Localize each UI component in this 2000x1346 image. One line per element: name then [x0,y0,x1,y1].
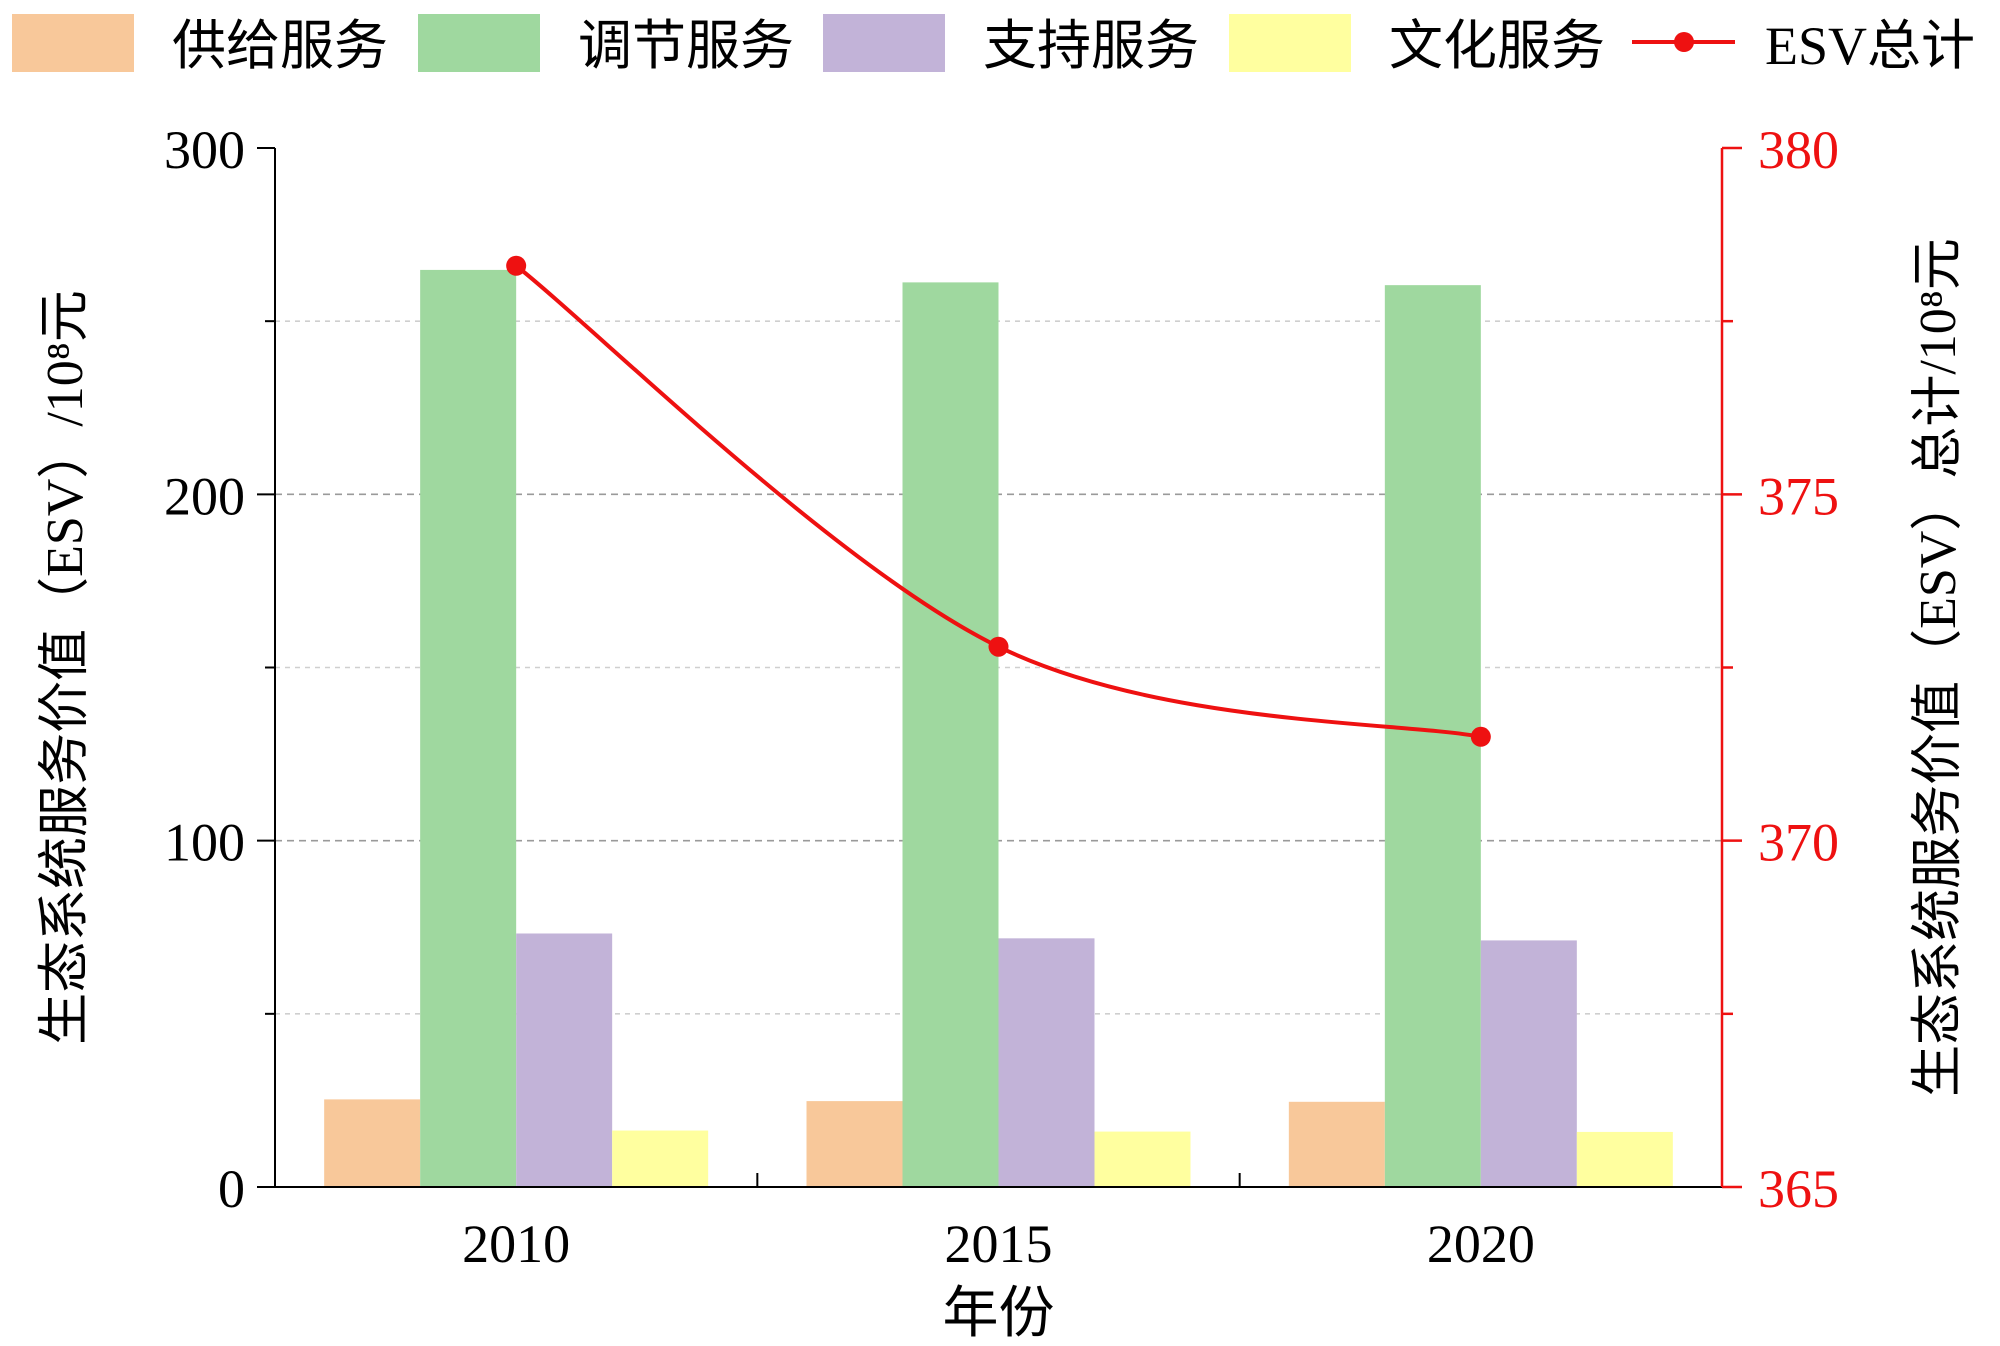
legend-label-文化服务: 文化服务 [1389,16,1605,76]
bar-2020-文化服务 [1576,1131,1673,1187]
axis-labels: 0 100 200 300 365 370 375 380 2010 2015 2020 年份 生态系统… [37,120,1967,1345]
bar-2015-文化服务 [1094,1131,1191,1187]
esv-total-point-2020 [1470,726,1491,747]
legend-swatch-调节服务 [418,14,540,72]
legend-label-esv-total: ESV总计 [1765,16,1975,76]
left-tick-label: 100 [164,813,245,873]
left-tick-label: 300 [164,120,245,180]
legend: 供给服务 调节服务 支持服务 文化服务 ESV总计 [12,14,1975,76]
x-tick-label: 2010 [462,1214,570,1274]
x-axis-title: 年份 [943,1283,1055,1345]
right-tick-label: 370 [1758,813,1839,873]
legend-label-支持服务: 支持服务 [983,16,1199,76]
esv-total-point-2010 [506,255,527,276]
bar-2010-供给服务 [324,1099,421,1187]
legend-label-供给服务: 供给服务 [172,16,388,76]
x-tick-label: 2020 [1427,1214,1535,1274]
bar-2020-供给服务 [1288,1101,1385,1187]
left-tick-label: 200 [164,466,245,526]
bar-2015-供给服务 [806,1101,903,1187]
legend-swatch-供给服务 [12,14,134,72]
left-tick-label: 0 [218,1159,245,1219]
bar-2020-支持服务 [1480,940,1577,1187]
legend-line-marker [1674,32,1694,52]
bar-series [324,269,1673,1188]
esv-total-point-2015 [988,636,1009,657]
right-tick-label: 380 [1758,120,1839,180]
legend-label-调节服务: 调节服务 [578,16,794,76]
bar-2010-支持服务 [516,933,613,1187]
right-tick-label: 375 [1758,466,1839,526]
right-tick-label: 365 [1758,1159,1839,1219]
y-axis-title: 生态系统服务价值（ESV）/10⁸元 [37,290,94,1045]
bar-2015-支持服务 [998,938,1095,1187]
line-series [506,255,1491,747]
bar-2010-调节服务 [420,269,517,1188]
legend-swatch-支持服务 [823,14,945,72]
legend-swatch-文化服务 [1229,14,1351,72]
x-tick-label: 2015 [945,1214,1053,1274]
axes [257,146,1742,1189]
y-axis-right-title: 生态系统服务价值（ESV）总计/10⁸元 [1910,238,1967,1097]
bar-2010-文化服务 [612,1130,709,1187]
bar-2015-调节服务 [902,282,999,1187]
